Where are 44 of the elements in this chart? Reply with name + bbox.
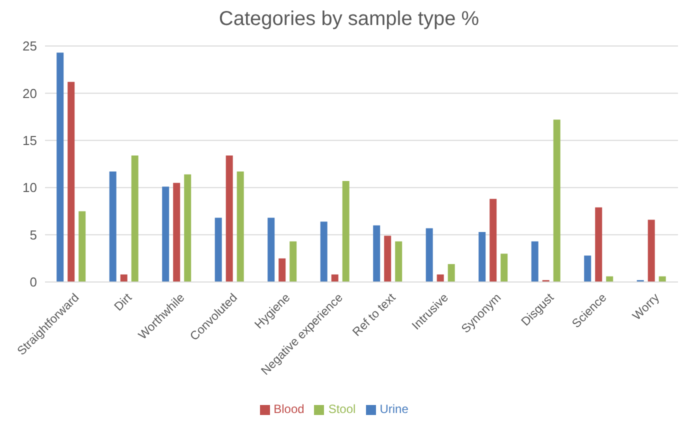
bar: [648, 220, 655, 282]
bar: [162, 186, 170, 282]
chart-title: Categories by sample type %: [218, 8, 480, 32]
bar: [478, 232, 486, 282]
y-tick-label: 20: [22, 86, 37, 101]
legend-label: Blood: [274, 402, 304, 416]
bar: [490, 198, 497, 282]
bar: [531, 241, 538, 282]
y-tick-label: 15: [22, 133, 37, 148]
bar: [184, 174, 192, 282]
bar: [173, 182, 180, 282]
bar: [131, 156, 138, 282]
bar: [373, 225, 380, 282]
bar: [120, 274, 128, 282]
bar: [56, 52, 64, 282]
x-tick-label: Dirt: [111, 290, 135, 314]
bar: [278, 258, 286, 282]
bar: [331, 274, 338, 282]
y-tick-label: 5: [30, 227, 37, 242]
bar: [78, 211, 86, 282]
legend-label: Urine: [380, 402, 408, 416]
y-tick-label: 0: [30, 274, 37, 290]
bar: [395, 241, 402, 282]
bar: [595, 207, 602, 282]
y-tick-label: 10: [22, 180, 37, 196]
bar: [448, 264, 455, 282]
y-tick-label: 25: [22, 38, 37, 54]
bar: [226, 156, 233, 282]
bar: [426, 228, 433, 282]
bar: [320, 222, 328, 282]
bar: [290, 241, 297, 282]
bar: [214, 218, 222, 282]
bar: [584, 256, 592, 282]
bar: [500, 254, 508, 282]
bar: [268, 218, 275, 282]
legend-label: Stool: [328, 402, 356, 416]
bar: [109, 172, 116, 282]
bar: [342, 180, 350, 282]
bar: [236, 172, 244, 282]
x-tick-label: Ref to text: [350, 290, 399, 340]
bar: [436, 274, 444, 282]
bar: [553, 120, 560, 282]
bar: [384, 236, 392, 282]
bar: [68, 82, 75, 282]
